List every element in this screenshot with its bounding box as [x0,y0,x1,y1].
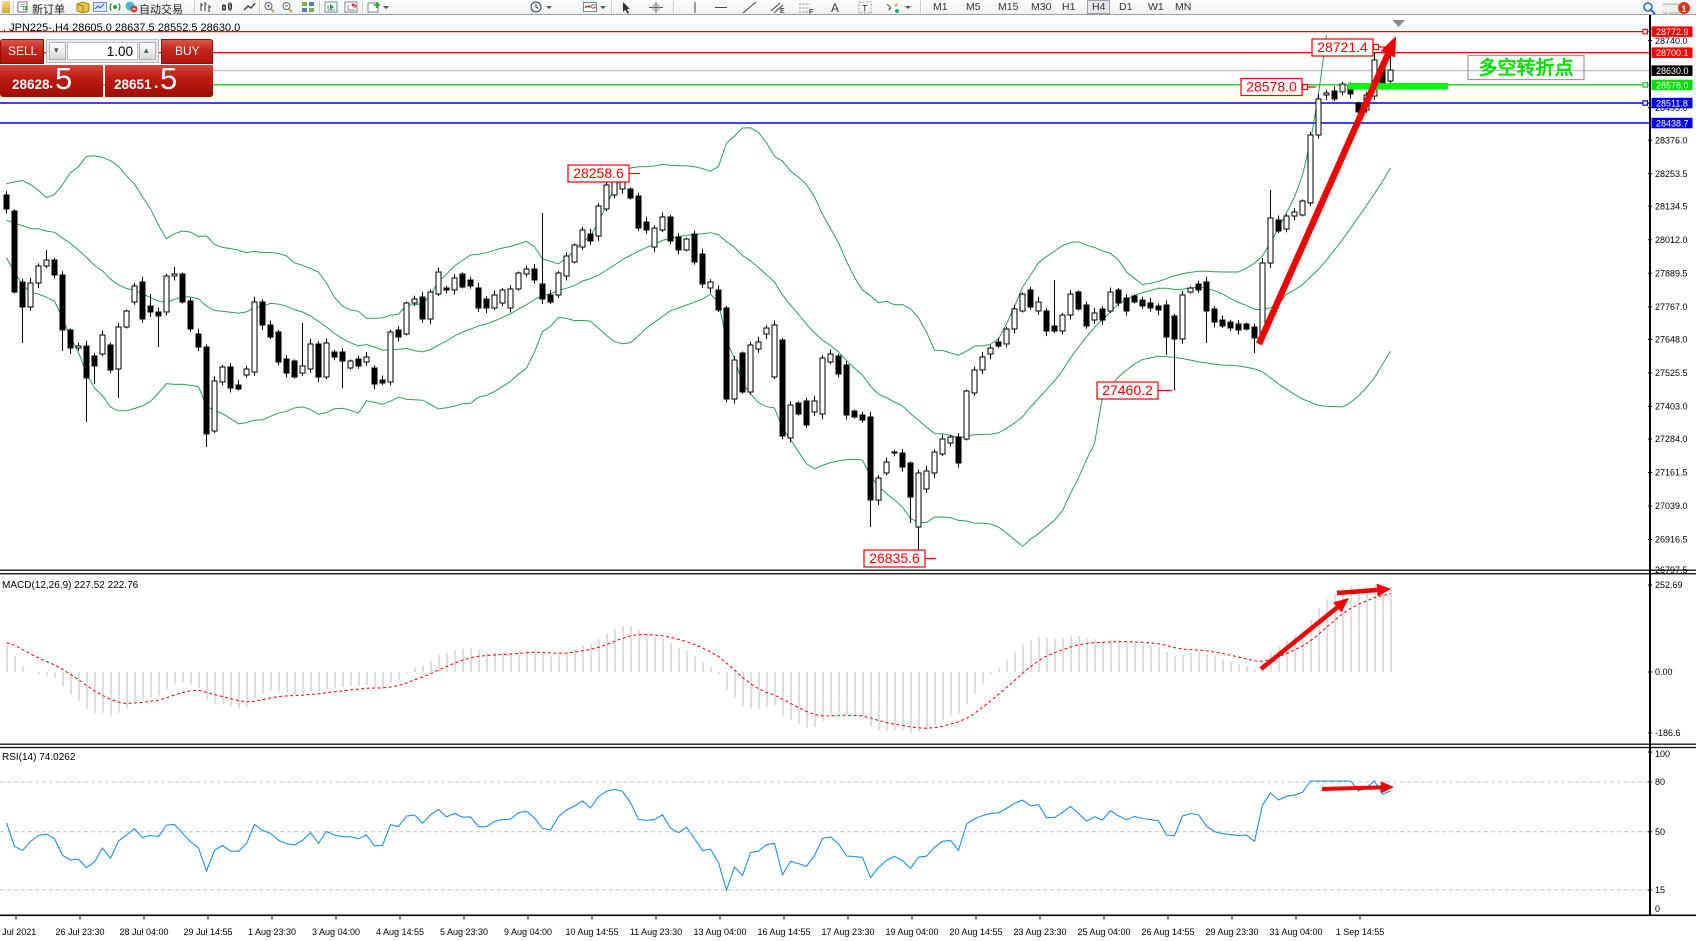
svg-text:27284.0: 27284.0 [1655,434,1688,444]
svg-text:1 Sep 14:55: 1 Sep 14:55 [1336,927,1385,937]
svg-text:28 Jul 04:00: 28 Jul 04:00 [119,927,168,937]
svg-text:100: 100 [1655,749,1670,759]
svg-text:26 Jul 23:30: 26 Jul 23:30 [55,927,104,937]
svg-text:26 Jul 2021: 26 Jul 2021 [0,927,36,937]
svg-text:20 Aug 14:55: 20 Aug 14:55 [949,927,1002,937]
svg-text:19 Aug 04:00: 19 Aug 04:00 [885,927,938,937]
svg-text:MACD(12,26,9) 227.52 222.76: MACD(12,26,9) 227.52 222.76 [2,580,139,591]
svg-text:27889.5: 27889.5 [1655,269,1688,279]
svg-text:. JPN225-,H4 28605.0 28637.5: . JPN225-,H4 28605.0 28637.5 28552.5 286… [3,22,240,34]
svg-text:0: 0 [1655,904,1660,914]
svg-text:28740.0: 28740.0 [1655,36,1688,46]
svg-text:28376.0: 28376.0 [1655,135,1688,145]
svg-text:29 Aug 23:30: 29 Aug 23:30 [1205,927,1258,937]
svg-text:28772.9: 28772.9 [1656,27,1689,37]
svg-text:28511.8: 28511.8 [1656,98,1688,108]
svg-text:23 Aug 23:30: 23 Aug 23:30 [1013,927,1066,937]
svg-text:28578.0: 28578.0 [1656,80,1689,90]
svg-text:27460.2: 27460.2 [1102,382,1153,398]
svg-text:11 Aug 23:30: 11 Aug 23:30 [630,927,682,937]
svg-text:26916.5: 26916.5 [1655,535,1688,545]
svg-text:15: 15 [1655,885,1665,895]
svg-text:28012.0: 28012.0 [1655,235,1688,245]
svg-text:28438.7: 28438.7 [1656,118,1689,128]
svg-text:50: 50 [1655,827,1665,837]
svg-text:E: E [780,8,785,14]
svg-text:28578.0: 28578.0 [1246,79,1297,95]
svg-text:28134.5: 28134.5 [1655,202,1688,212]
svg-text:252.69: 252.69 [1655,580,1683,590]
svg-text:80: 80 [1655,777,1665,787]
svg-text:1: 1 [1682,4,1687,14]
svg-text:5 Aug 23:30: 5 Aug 23:30 [440,927,488,937]
svg-text:-186.6: -186.6 [1655,728,1681,738]
svg-text:29 Jul 14:55: 29 Jul 14:55 [183,927,232,937]
svg-text:27039.0: 27039.0 [1655,501,1688,511]
svg-text:4 Aug 14:55: 4 Aug 14:55 [376,927,424,937]
svg-text:28258.6: 28258.6 [573,165,624,181]
svg-text:3 Aug 04:00: 3 Aug 04:00 [312,927,360,937]
svg-text:26835.6: 26835.6 [869,550,920,566]
svg-text:27525.5: 27525.5 [1655,368,1688,378]
svg-text:27648.0: 27648.0 [1655,335,1688,345]
svg-text:28721.4: 28721.4 [1317,39,1368,55]
svg-text:F: F [809,9,813,14]
svg-text:17 Aug 23:30: 17 Aug 23:30 [821,927,874,937]
svg-text:31 Aug 04:00: 31 Aug 04:00 [1269,927,1322,937]
svg-text:28253.5: 28253.5 [1655,169,1688,179]
svg-text:1 Aug 23:30: 1 Aug 23:30 [248,927,296,937]
svg-text:RSI(14) 74.0262: RSI(14) 74.0262 [2,752,76,763]
svg-text:25 Aug 04:00: 25 Aug 04:00 [1077,927,1130,937]
svg-text:27403.0: 27403.0 [1655,402,1688,412]
svg-text:27767.0: 27767.0 [1655,302,1688,312]
svg-text:9 Aug 04:00: 9 Aug 04:00 [504,927,552,937]
svg-text:26797.5: 26797.5 [1655,565,1688,575]
svg-text:16 Aug 14:55: 16 Aug 14:55 [757,927,810,937]
svg-text:10 Aug 14:55: 10 Aug 14:55 [565,927,618,937]
svg-text:28700.1: 28700.1 [1656,48,1689,58]
svg-text:0.00: 0.00 [1655,667,1673,677]
svg-text:13 Aug 04:00: 13 Aug 04:00 [693,927,746,937]
svg-text:27161.5: 27161.5 [1655,468,1688,478]
svg-text:多空转折点: 多空转折点 [1478,56,1573,79]
svg-text:28630.0: 28630.0 [1656,66,1689,76]
svg-text:T: T [862,4,868,14]
svg-text:26 Aug 14:55: 26 Aug 14:55 [1141,927,1194,937]
